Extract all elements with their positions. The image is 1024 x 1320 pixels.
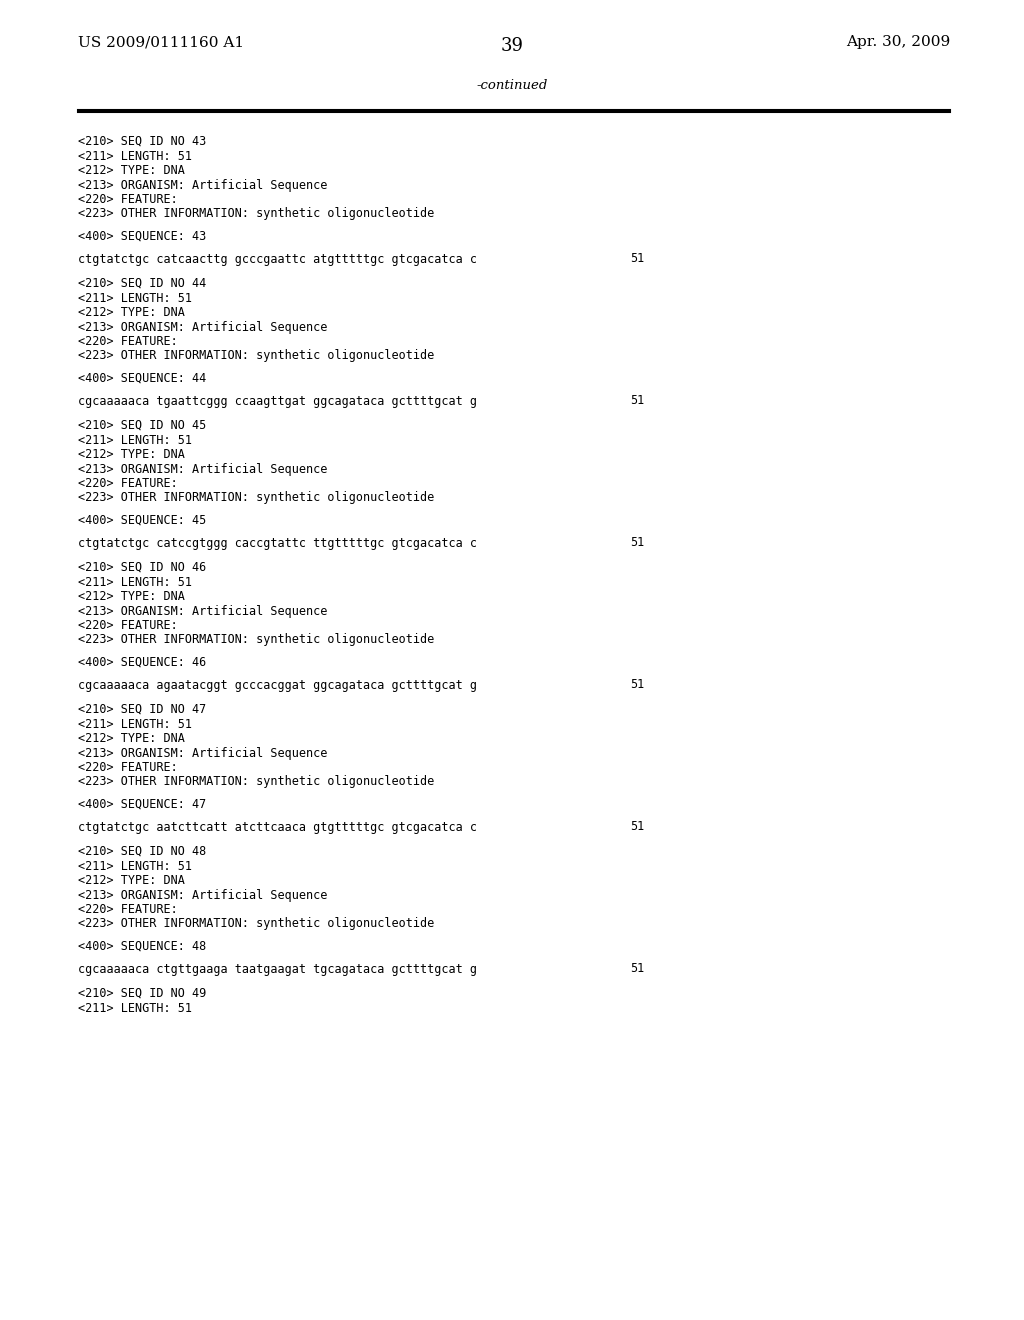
Text: <211> LENGTH: 51: <211> LENGTH: 51	[78, 149, 193, 162]
Text: <210> SEQ ID NO 49: <210> SEQ ID NO 49	[78, 987, 206, 1001]
Text: <400> SEQUENCE: 45: <400> SEQUENCE: 45	[78, 513, 206, 527]
Text: <210> SEQ ID NO 47: <210> SEQ ID NO 47	[78, 704, 206, 715]
Text: <212> TYPE: DNA: <212> TYPE: DNA	[78, 164, 185, 177]
Text: <220> FEATURE:: <220> FEATURE:	[78, 477, 178, 490]
Text: <223> OTHER INFORMATION: synthetic oligonucleotide: <223> OTHER INFORMATION: synthetic oligo…	[78, 350, 434, 363]
Text: <211> LENGTH: 51: <211> LENGTH: 51	[78, 576, 193, 589]
Text: <213> ORGANISM: Artificial Sequence: <213> ORGANISM: Artificial Sequence	[78, 605, 328, 618]
Text: <220> FEATURE:: <220> FEATURE:	[78, 762, 178, 774]
Text: <223> OTHER INFORMATION: synthetic oligonucleotide: <223> OTHER INFORMATION: synthetic oligo…	[78, 634, 434, 647]
Text: <400> SEQUENCE: 47: <400> SEQUENCE: 47	[78, 799, 206, 810]
Text: <213> ORGANISM: Artificial Sequence: <213> ORGANISM: Artificial Sequence	[78, 888, 328, 902]
Text: 51: 51	[630, 678, 644, 692]
Text: <220> FEATURE:: <220> FEATURE:	[78, 619, 178, 632]
Text: <213> ORGANISM: Artificial Sequence: <213> ORGANISM: Artificial Sequence	[78, 321, 328, 334]
Text: cgcaaaaaca tgaattcggg ccaagttgat ggcagataca gcttttgcat g: cgcaaaaaca tgaattcggg ccaagttgat ggcagat…	[78, 395, 477, 408]
Text: <210> SEQ ID NO 44: <210> SEQ ID NO 44	[78, 277, 206, 290]
Text: <223> OTHER INFORMATION: synthetic oligonucleotide: <223> OTHER INFORMATION: synthetic oligo…	[78, 917, 434, 931]
Text: <223> OTHER INFORMATION: synthetic oligonucleotide: <223> OTHER INFORMATION: synthetic oligo…	[78, 207, 434, 220]
Text: ctgtatctgc catcaacttg gcccgaattc atgtttttgc gtcgacatca c: ctgtatctgc catcaacttg gcccgaattc atgtttt…	[78, 252, 477, 265]
Text: cgcaaaaaca ctgttgaaga taatgaagat tgcagataca gcttttgcat g: cgcaaaaaca ctgttgaaga taatgaagat tgcagat…	[78, 962, 477, 975]
Text: cgcaaaaaca agaatacggt gcccacggat ggcagataca gcttttgcat g: cgcaaaaaca agaatacggt gcccacggat ggcagat…	[78, 678, 477, 692]
Text: <211> LENGTH: 51: <211> LENGTH: 51	[78, 859, 193, 873]
Text: <400> SEQUENCE: 48: <400> SEQUENCE: 48	[78, 940, 206, 953]
Text: <400> SEQUENCE: 43: <400> SEQUENCE: 43	[78, 230, 206, 243]
Text: <213> ORGANISM: Artificial Sequence: <213> ORGANISM: Artificial Sequence	[78, 178, 328, 191]
Text: <212> TYPE: DNA: <212> TYPE: DNA	[78, 874, 185, 887]
Text: <211> LENGTH: 51: <211> LENGTH: 51	[78, 433, 193, 446]
Text: <210> SEQ ID NO 43: <210> SEQ ID NO 43	[78, 135, 206, 148]
Text: ctgtatctgc aatcttcatt atcttcaaca gtgtttttgc gtcgacatca c: ctgtatctgc aatcttcatt atcttcaaca gtgtttt…	[78, 821, 477, 833]
Text: <210> SEQ ID NO 46: <210> SEQ ID NO 46	[78, 561, 206, 574]
Text: <211> LENGTH: 51: <211> LENGTH: 51	[78, 718, 193, 730]
Text: <211> LENGTH: 51: <211> LENGTH: 51	[78, 1002, 193, 1015]
Text: <212> TYPE: DNA: <212> TYPE: DNA	[78, 590, 185, 603]
Text: 51: 51	[630, 395, 644, 408]
Text: 39: 39	[501, 37, 523, 55]
Text: <212> TYPE: DNA: <212> TYPE: DNA	[78, 447, 185, 461]
Text: <220> FEATURE:: <220> FEATURE:	[78, 903, 178, 916]
Text: <223> OTHER INFORMATION: synthetic oligonucleotide: <223> OTHER INFORMATION: synthetic oligo…	[78, 491, 434, 504]
Text: <213> ORGANISM: Artificial Sequence: <213> ORGANISM: Artificial Sequence	[78, 462, 328, 475]
Text: Apr. 30, 2009: Apr. 30, 2009	[846, 36, 950, 49]
Text: 51: 51	[630, 536, 644, 549]
Text: <213> ORGANISM: Artificial Sequence: <213> ORGANISM: Artificial Sequence	[78, 747, 328, 759]
Text: <400> SEQUENCE: 46: <400> SEQUENCE: 46	[78, 656, 206, 669]
Text: 51: 51	[630, 962, 644, 975]
Text: <220> FEATURE:: <220> FEATURE:	[78, 193, 178, 206]
Text: <220> FEATURE:: <220> FEATURE:	[78, 335, 178, 348]
Text: <212> TYPE: DNA: <212> TYPE: DNA	[78, 733, 185, 744]
Text: <212> TYPE: DNA: <212> TYPE: DNA	[78, 306, 185, 319]
Text: <210> SEQ ID NO 48: <210> SEQ ID NO 48	[78, 845, 206, 858]
Text: 51: 51	[630, 252, 644, 265]
Text: <211> LENGTH: 51: <211> LENGTH: 51	[78, 292, 193, 305]
Text: <223> OTHER INFORMATION: synthetic oligonucleotide: <223> OTHER INFORMATION: synthetic oligo…	[78, 776, 434, 788]
Text: <210> SEQ ID NO 45: <210> SEQ ID NO 45	[78, 418, 206, 432]
Text: US 2009/0111160 A1: US 2009/0111160 A1	[78, 36, 244, 49]
Text: 51: 51	[630, 821, 644, 833]
Text: ctgtatctgc catccgtggg caccgtattc ttgtttttgc gtcgacatca c: ctgtatctgc catccgtggg caccgtattc ttgtttt…	[78, 536, 477, 549]
Text: -continued: -continued	[476, 79, 548, 92]
Text: <400> SEQUENCE: 44: <400> SEQUENCE: 44	[78, 372, 206, 385]
